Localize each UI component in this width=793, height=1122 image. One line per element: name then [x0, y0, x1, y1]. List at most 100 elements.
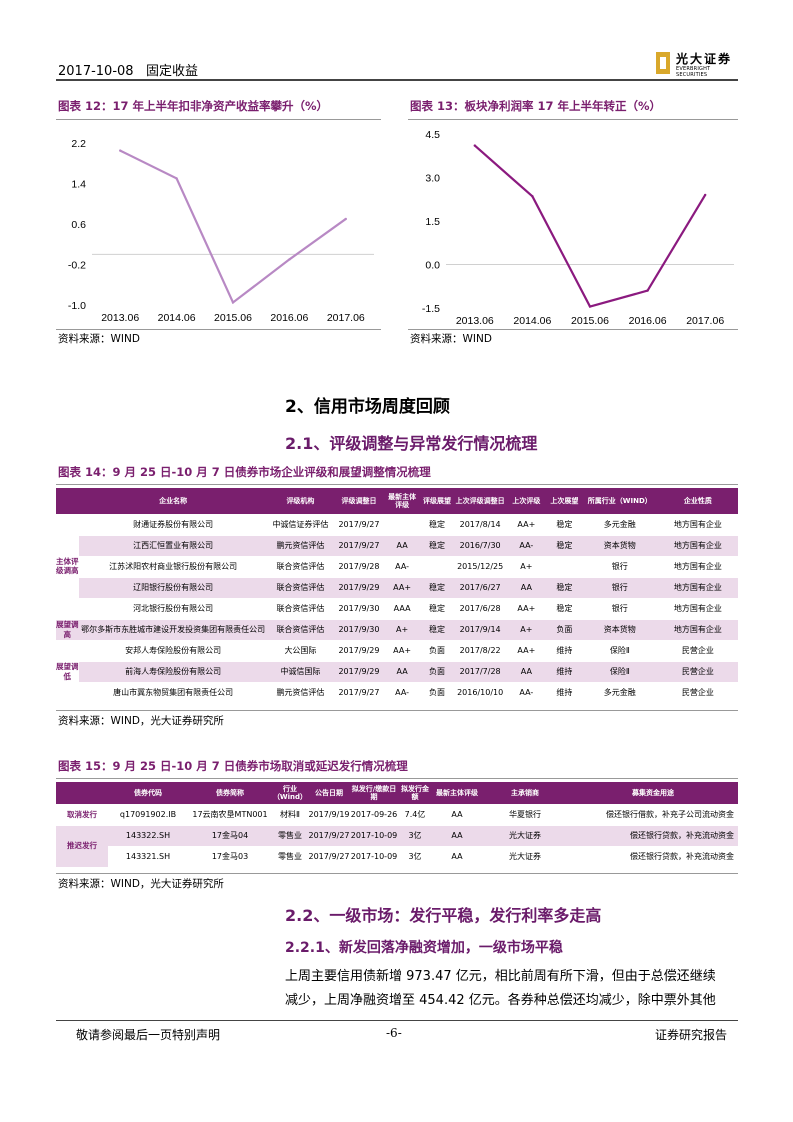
table-cell: 保险Ⅱ	[581, 661, 658, 683]
fig15-header-cell: 行业（Wind）	[272, 782, 308, 804]
fig15-header-cell: 最新主体评级	[432, 782, 482, 804]
table-cell: 偿还银行借款，补充子公司流动资金	[568, 804, 738, 826]
table-cell: 鄂尔多斯市东胜城市建设开发投资集团有限责任公司	[78, 619, 268, 641]
table-cell: q17091902.IB	[108, 804, 188, 826]
table-cell: AA-	[384, 556, 420, 578]
fig12-chart: 2.2 1.4 0.6 -0.2 -1.0 2013.06 2014.06 2015.06 20…	[68, 138, 374, 324]
table-cell: AA-	[505, 535, 547, 557]
table-cell: 2017/9/29	[333, 577, 385, 599]
table-cell: 稳定	[546, 598, 582, 620]
table-cell: 大公国际	[267, 640, 334, 662]
table-cell: 偿还银行贷款，补充流动资金	[568, 846, 738, 868]
table-cell: 资本货物	[581, 619, 658, 641]
fig12-bottom-rule	[56, 329, 381, 330]
table-cell: 负面	[419, 661, 455, 683]
fig12-xtick: 2014.06	[158, 312, 196, 324]
fig15-header-cell	[56, 782, 108, 804]
fig13-series-line	[474, 144, 707, 308]
table-cell: AA	[384, 661, 420, 683]
table-cell: 华夏银行	[482, 804, 568, 826]
table-cell: 银行	[581, 556, 658, 578]
table-cell: 地方国有企业	[657, 535, 738, 557]
fig14-group-label: 主体评级调高	[56, 514, 79, 620]
fig12-top-rule	[56, 119, 381, 120]
fig13-ytick: 1.5	[425, 216, 440, 228]
fig13-source: 资料来源：WIND	[410, 333, 492, 345]
table-cell: 前海人寿保险股份有限公司	[78, 661, 268, 683]
table-cell: 2015/12/25	[454, 556, 506, 578]
fig13-point	[646, 289, 649, 292]
fig14-source: 资料来源：WIND，光大证券研究所	[58, 715, 224, 727]
table-cell: 鹏元资信评估	[267, 682, 334, 704]
table-cell: 稳定	[546, 514, 582, 536]
table-cell: AA-	[505, 682, 547, 704]
table-cell: 零售业	[272, 846, 308, 868]
table-cell: AA	[432, 825, 482, 847]
table-row: 河北银行股份有限公司 联合资信评估 2017/9/30 AAA 稳定 2017/6/28 A…	[56, 598, 738, 620]
table-cell: 2017/9/30	[333, 598, 385, 620]
table-cell: 2017-09-26	[350, 804, 398, 826]
header-section: 固定收益	[145, 64, 198, 79]
fig13-ytick: -1.5	[422, 303, 440, 315]
fig15-rule	[56, 778, 738, 779]
table-cell: 2017/9/27	[308, 825, 350, 847]
fig12-ytick: -1.0	[68, 300, 86, 312]
table-cell: 维持	[546, 682, 582, 704]
footer-page-number: -6-	[386, 1026, 402, 1040]
fig15-header-cell: 主承销商	[482, 782, 568, 804]
table-cell: 多元金融	[581, 682, 658, 704]
table-cell: 2017/9/14	[454, 619, 506, 641]
table-cell: 维持	[546, 640, 582, 662]
table-row: 143321.SH 17金马03 零售业 2017/9/27 2017-10-09 3亿 A…	[56, 846, 738, 868]
table-cell: 2017/7/28	[454, 661, 506, 683]
table-cell: 光大证券	[482, 825, 568, 847]
fig13-title: 图表 13：板块净利润率 17 年上半年转正（%）	[410, 99, 662, 113]
footer-report-type: 证券研究报告	[655, 1028, 728, 1042]
fig15-group-label: 取消发行	[56, 804, 108, 826]
table-cell: 联合资信评估	[267, 577, 334, 599]
fig13-xtick: 2017.06	[686, 315, 724, 327]
table-cell: 地方国有企业	[657, 514, 738, 536]
table-cell: 稳定	[546, 577, 582, 599]
logo-mark-icon	[656, 52, 670, 74]
table-cell: AAA	[384, 598, 420, 620]
table-cell: 材料Ⅱ	[272, 804, 308, 826]
table-cell: A+	[384, 619, 420, 641]
table-cell: 江苏沭阳农村商业银行股份有限公司	[78, 556, 268, 578]
table-cell: 地方国有企业	[657, 619, 738, 641]
fig12-source: 资料来源：WIND	[58, 333, 140, 345]
fig13-xtick: 2016.06	[629, 315, 667, 327]
table-cell: 3亿	[398, 846, 432, 868]
fig14-header-cell: 上次展望	[546, 488, 582, 514]
table-cell: AA+	[505, 598, 547, 620]
table-cell: AA	[432, 846, 482, 868]
table-cell: 安邦人寿保险股份有限公司	[78, 640, 268, 662]
table-cell: 地方国有企业	[657, 598, 738, 620]
table-cell: 联合资信评估	[267, 556, 334, 578]
fig14-header-cell: 企业性质	[657, 488, 738, 514]
table-cell	[419, 556, 455, 578]
fig15-group-label: 推迟发行	[56, 825, 108, 868]
table-cell: A+	[505, 619, 547, 641]
fig12-xtick: 2015.06	[214, 312, 252, 324]
fig14-group-label: 展望调高	[56, 619, 79, 641]
fig12-ytick: 2.2	[71, 138, 86, 150]
table-cell: 零售业	[272, 825, 308, 847]
fig13-point	[473, 144, 476, 147]
fig14-header-cell: 企业名称	[78, 488, 268, 514]
fig15-header-cell: 债券简称	[188, 782, 272, 804]
table-cell: 联合资信评估	[267, 598, 334, 620]
table-cell: 稳定	[419, 598, 455, 620]
table-cell: 地方国有企业	[657, 577, 738, 599]
table-cell: 17金马03	[188, 846, 272, 868]
table-cell: 偿还银行贷款，补充流动资金	[568, 825, 738, 847]
table-cell: 保险Ⅱ	[581, 640, 658, 662]
section-2-2-1-title: 2.2.1、新发回落净融资增加，一级市场平稳	[285, 940, 563, 956]
table-cell: 稳定	[419, 514, 455, 536]
table-cell: 2017/9/28	[333, 556, 385, 578]
fig12-ytick: 1.4	[71, 179, 86, 191]
table-cell: AA	[384, 535, 420, 557]
fig13-point	[531, 195, 534, 198]
fig15-header-cell: 拟发行/缴款日期	[350, 782, 398, 804]
table-cell: 联合资信评估	[267, 619, 334, 641]
